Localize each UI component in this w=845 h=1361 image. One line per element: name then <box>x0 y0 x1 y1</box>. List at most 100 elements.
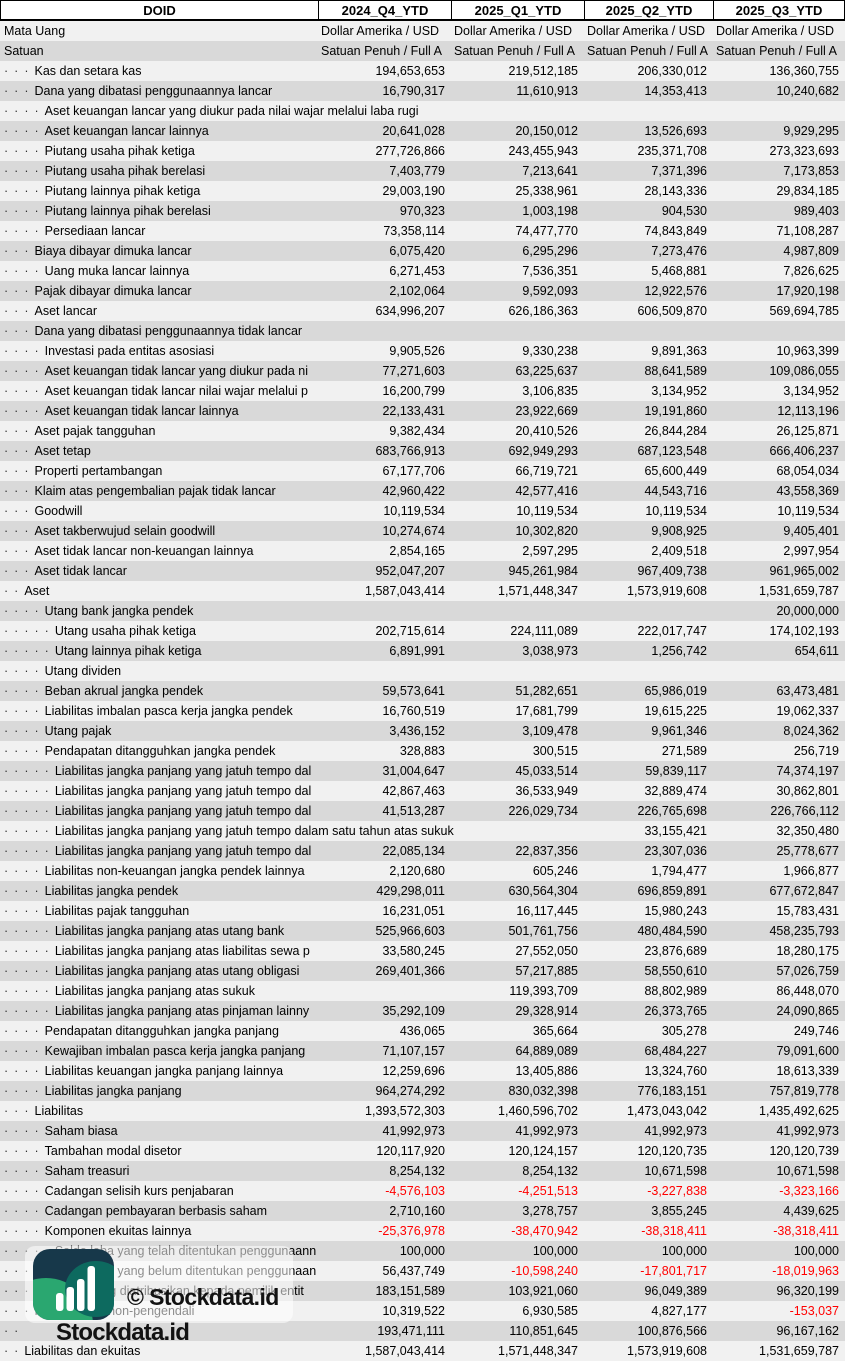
cell-value: 22,085,134 <box>382 844 445 858</box>
cell-value <box>584 661 713 681</box>
table-row: ····Liabilitas imbalan pasca kerja jangk… <box>0 701 845 721</box>
cell-value <box>584 101 713 121</box>
row-label-text: Piutang lainnya pihak ketiga <box>44 184 201 198</box>
cell-value: 12,259,696 <box>382 1064 445 1078</box>
header-col-2025-q2-ytd: 2025_Q2_YTD <box>584 1 713 19</box>
cell-value: 10,671,598 <box>776 1164 839 1178</box>
row-label-text: Utang dividen <box>44 664 122 678</box>
cell-value: -25,376,978 <box>378 1224 445 1238</box>
cell-value: 328,883 <box>399 744 445 758</box>
cell-value: 2,597,295 <box>522 544 578 558</box>
row-label-text: Utang usaha pihak ketiga <box>54 624 196 638</box>
table-row: ···Dana yang dibatasi penggunaannya tida… <box>0 321 845 341</box>
table-row: ···Kas dan setara kas 194,653,653 219,512,… <box>0 61 845 81</box>
cell-value: 20,410,526 <box>515 424 578 438</box>
cell-value: 9,382,434 <box>389 424 445 438</box>
cell-value: 8,254,132 <box>389 1164 445 1178</box>
cell-value: 14,353,413 <box>644 84 707 98</box>
cell-value: 683,766,913 <box>375 444 445 458</box>
cell-value: 16,760,519 <box>382 704 445 718</box>
indent-dots: ···· <box>4 724 45 738</box>
cell-value <box>318 601 451 621</box>
indent-dots: ···· <box>4 864 45 878</box>
row-label-text: Aset keuangan tidak lancar yang diukur p… <box>44 364 309 378</box>
row-label: ··Ekuitas <box>0 1321 318 1341</box>
cell-value: 3,278,757 <box>522 1204 578 1218</box>
cell-value <box>318 981 451 1001</box>
cell-value: 606,509,870 <box>637 304 707 318</box>
unit-cell: Satuan Penuh / Full A <box>321 44 442 58</box>
row-label-text: Aset keuangan lancar yang diukur pada ni… <box>44 104 419 118</box>
row-label-text: Utang pajak <box>44 724 112 738</box>
indent-dots: ···· <box>4 344 45 358</box>
table-row: ····Piutang lainnya pihak ketiga 29,003,1… <box>0 181 845 201</box>
cell-value: 193,471,111 <box>377 1324 445 1338</box>
cell-value: 10,119,534 <box>383 504 445 518</box>
row-label: ···Properti pertambangan <box>0 461 318 481</box>
table-row: ····Utang bank jangka pendek 20,000,000 <box>0 601 845 621</box>
cell-value: 202,715,614 <box>375 624 445 638</box>
row-label-text: Liabilitas jangka panjang yang jatuh tem… <box>54 764 312 778</box>
table-row: ···Goodwill 10,119,534 10,119,534 10,119,53… <box>0 501 845 521</box>
cell-value: 100,876,566 <box>637 1324 707 1338</box>
cell-value: 273,323,693 <box>769 144 839 158</box>
unit-row-label: Satuan <box>4 44 44 58</box>
currency-cell: Dollar Amerika / USD <box>321 24 440 38</box>
cell-value <box>584 601 713 621</box>
cell-value: 830,032,398 <box>508 1084 578 1098</box>
currency-row-label: Mata Uang <box>4 24 66 38</box>
cell-value: 222,017,747 <box>637 624 707 638</box>
row-label-text: Cadangan pembayaran berbasis saham <box>44 1204 268 1218</box>
stockdata-logo-icon <box>33 1249 114 1320</box>
cell-value: 26,844,284 <box>644 424 707 438</box>
cell-value: 32,350,480 <box>776 824 839 838</box>
cell-value: 25,338,961 <box>515 184 578 198</box>
indent-dots: ··· <box>4 1104 35 1118</box>
indent-dots: ·· <box>4 584 25 598</box>
table-row: ···Aset tetap 683,766,913 692,949,293 687,1… <box>0 441 845 461</box>
cell-value: 17,920,198 <box>776 284 839 298</box>
cell-value: 757,819,778 <box>769 1084 839 1098</box>
cell-value: 74,477,770 <box>515 224 578 238</box>
indent-dots: ···· <box>4 884 45 898</box>
table-row: ··Ekuitas 193,471,111 110,851,645 100,876,5… <box>0 1321 845 1341</box>
cell-value: 677,672,847 <box>769 884 839 898</box>
cell-value: 3,134,952 <box>651 384 707 398</box>
table-row: ·····Liabilitas jangka panjang atas utan… <box>0 961 845 981</box>
cell-value: 74,374,197 <box>776 764 839 778</box>
cell-value: 174,102,193 <box>769 624 839 638</box>
cell-value: 4,987,809 <box>783 244 839 258</box>
indent-dots: ····· <box>4 964 55 978</box>
cell-value: 15,980,243 <box>644 904 707 918</box>
cell-value: 19,191,860 <box>644 404 707 418</box>
row-label: ··Liabilitas dan ekuitas <box>0 1341 318 1361</box>
table-row: ·····Liabilitas jangka panjang atas suku… <box>0 981 845 1001</box>
table-row: ·····Liabilitas jangka panjang atas pinj… <box>0 1001 845 1021</box>
cell-value: -3,323,166 <box>779 1184 839 1198</box>
table-row: ····Piutang usaha pihak berelasi 7,403,77… <box>0 161 845 181</box>
row-label-text: Liabilitas imbalan pasca kerja jangka pe… <box>44 704 293 718</box>
table-row: ···Properti pertambangan 67,177,706 66,719… <box>0 461 845 481</box>
row-label: ····Liabilitas imbalan pasca kerja jangk… <box>0 701 318 721</box>
cell-value: 26,373,765 <box>644 1004 707 1018</box>
row-label-text: Liabilitas jangka panjang atas utang ban… <box>54 924 285 938</box>
row-label: ····Saham treasuri <box>0 1161 318 1181</box>
cell-value <box>318 821 451 841</box>
cell-value: 41,992,973 <box>776 1124 839 1138</box>
cell-value: 11,610,913 <box>516 84 578 98</box>
indent-dots: ····· <box>4 804 55 818</box>
table-row: ····Aset keuangan lancar lainnya 20,641,0… <box>0 121 845 141</box>
row-label-text: Aset tidak lancar <box>34 564 127 578</box>
indent-dots: ··· <box>4 84 35 98</box>
table-row: ····Aset keuangan tidak lancar yang diuk… <box>0 361 845 381</box>
row-label: ····Cadangan selisih kurs penjabaran <box>0 1181 318 1201</box>
cell-value: 436,065 <box>399 1024 445 1038</box>
row-label: ····Uang muka lancar lainnya <box>0 261 318 281</box>
cell-value: 23,307,036 <box>644 844 707 858</box>
indent-dots: ··· <box>4 1304 35 1318</box>
row-label-text: Pajak dibayar dimuka lancar <box>34 284 192 298</box>
indent-dots: ···· <box>4 1064 45 1078</box>
cell-value: 1,587,043,414 <box>365 1344 445 1358</box>
cell-value: 1,460,596,702 <box>498 1104 578 1118</box>
cell-value: 63,473,481 <box>776 684 839 698</box>
